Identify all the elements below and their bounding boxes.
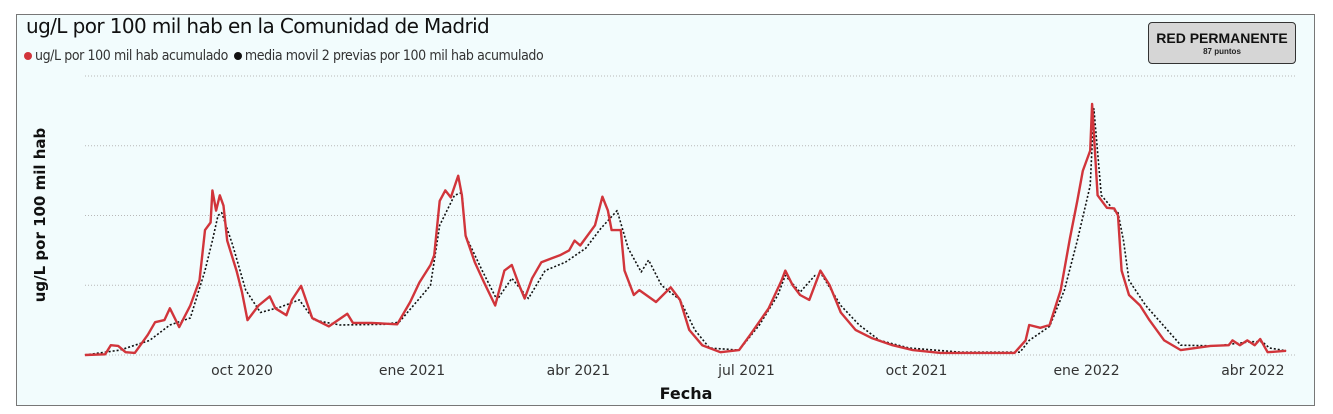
legend-label: ug/L por 100 mil hab acumulado (35, 48, 228, 64)
series-line-acumulado (84, 102, 1287, 357)
chart-frame (16, 14, 1315, 406)
x-tick-label: jul 2021 (717, 363, 775, 379)
legend: ug/L por 100 mil hab acumulado media mov… (24, 48, 544, 64)
legend-label: media movil 2 previas por 100 mil hab ac… (244, 48, 544, 64)
x-tick-label: oct 2021 (886, 363, 948, 379)
x-tick-label: oct 2020 (211, 363, 273, 379)
x-axis-label: Fecha (659, 384, 713, 403)
x-tick-label: abr 2021 (547, 363, 610, 379)
badge-subtitle: 87 puntos (1203, 47, 1241, 56)
legend-item-red[interactable]: ug/L por 100 mil hab acumulado (24, 48, 228, 64)
series-line-media-movil (84, 108, 1287, 356)
legend-item-black[interactable]: media movil 2 previas por 100 mil hab ac… (233, 48, 544, 64)
legend-dot-red-icon (24, 52, 32, 60)
badge-title: RED PERMANENTE (1156, 30, 1288, 46)
red-permanente-button[interactable]: RED PERMANENTE 87 puntos (1148, 22, 1296, 64)
x-tick-label: abr 2022 (1221, 363, 1284, 379)
x-tick-label: ene 2022 (1053, 363, 1119, 379)
x-tick-label: ene 2021 (379, 363, 445, 379)
legend-dot-black-icon (233, 52, 242, 60)
chart-title: ug/L por 100 mil hab en la Comunidad de … (26, 14, 490, 38)
